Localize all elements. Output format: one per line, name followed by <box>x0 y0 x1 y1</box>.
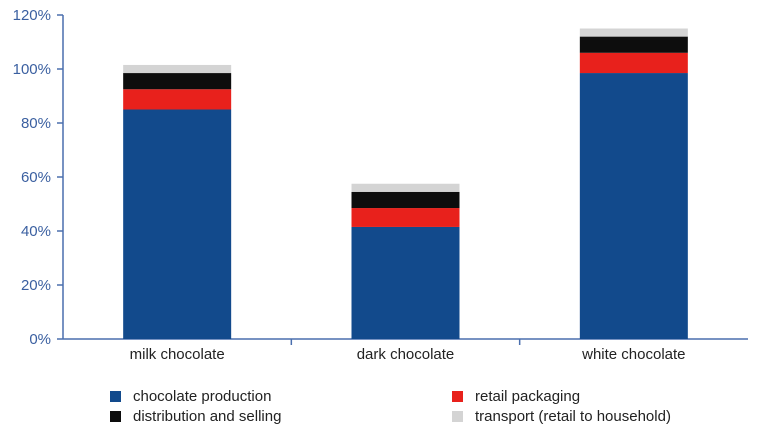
y-tick-label: 80% <box>21 115 51 132</box>
y-tick-label: 100% <box>13 61 51 78</box>
legend-label-retail-packaging: retail packaging <box>475 388 581 405</box>
bar-segment <box>351 191 460 209</box>
legend-swatch-distribution-and-selling <box>110 411 121 422</box>
y-tick-label: 0% <box>29 331 51 348</box>
bar-segment <box>351 226 460 339</box>
legend-label-transport: transport (retail to household) <box>475 408 671 425</box>
y-tick-label: 120% <box>13 7 51 24</box>
y-tick-label: 60% <box>21 169 51 186</box>
bar-segment <box>123 89 232 110</box>
bar-segment <box>351 183 460 192</box>
legend-item-transport: transport (retail to household) <box>452 408 671 425</box>
legend-item-retail-packaging: retail packaging <box>452 388 580 405</box>
x-category-label: white chocolate <box>581 346 685 363</box>
bar-segment <box>579 73 688 340</box>
bar-segment <box>351 208 460 227</box>
legend-swatch-retail-packaging <box>452 391 463 402</box>
bar-segment <box>123 73 232 90</box>
legend-label-distribution-and-selling: distribution and selling <box>133 408 282 425</box>
bar-segment <box>579 52 688 74</box>
x-category-label: milk chocolate <box>130 346 225 363</box>
legend-item-chocolate-production: chocolate production <box>110 388 271 405</box>
legend-swatch-chocolate-production <box>110 391 121 402</box>
bar-segment <box>579 36 688 53</box>
legend-item-distribution-and-selling: distribution and selling <box>110 408 281 425</box>
bar-segment <box>579 28 688 37</box>
y-tick-label: 20% <box>21 277 51 294</box>
bar-segment <box>123 64 232 74</box>
y-tick-label: 40% <box>21 223 51 240</box>
x-category-label: dark chocolate <box>357 346 455 363</box>
legend-label-chocolate-production: chocolate production <box>133 388 272 405</box>
legend-swatch-transport <box>452 411 463 422</box>
bar-segment <box>123 109 232 339</box>
